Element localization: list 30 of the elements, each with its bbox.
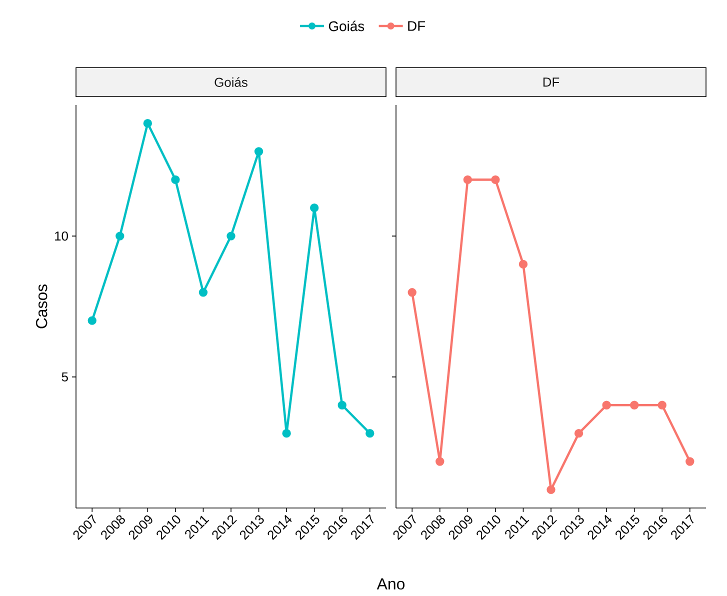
point — [602, 400, 611, 410]
point — [436, 457, 444, 466]
point — [574, 428, 584, 438]
point — [630, 400, 639, 410]
point — [658, 400, 666, 410]
point — [198, 288, 208, 297]
point — [338, 400, 346, 410]
point — [143, 118, 152, 128]
point — [282, 428, 291, 438]
point — [171, 175, 180, 184]
point — [226, 232, 236, 240]
point — [408, 288, 416, 297]
point — [491, 175, 500, 184]
point — [366, 428, 374, 438]
chart-title: DF — [543, 78, 560, 87]
point — [686, 457, 694, 466]
point — [518, 260, 528, 269]
point — [116, 232, 124, 240]
point — [88, 316, 96, 325]
legend-label: Goiás — [328, 20, 364, 32]
y-axis-title: Casos — [36, 284, 48, 328]
point — [546, 485, 556, 494]
point — [310, 204, 319, 212]
chart-title: Goiás — [214, 77, 248, 87]
y-tick-label: 10 — [55, 231, 68, 241]
y-tick-label: 5 — [62, 372, 68, 382]
point — [254, 147, 264, 156]
point — [463, 175, 472, 184]
x-axis-title: Ano — [376, 578, 405, 590]
legend-label: DF — [408, 21, 426, 31]
